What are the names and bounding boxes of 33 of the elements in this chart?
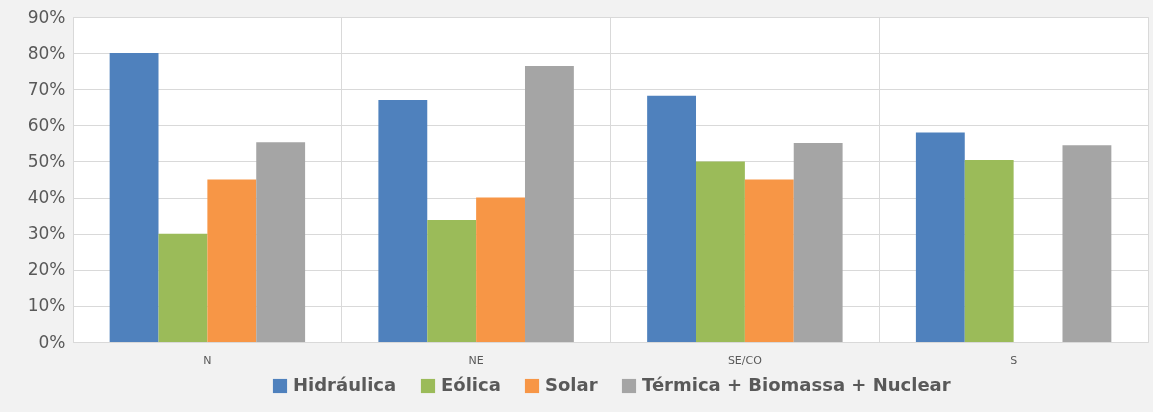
y-tick-label: 10% <box>27 295 66 316</box>
bar <box>524 66 574 342</box>
bar <box>964 160 1014 342</box>
bar <box>647 95 697 342</box>
x-tick-label: S <box>1010 353 1018 367</box>
x-tick-label: N <box>203 353 212 367</box>
bar <box>427 219 477 342</box>
y-tick-label: 50% <box>27 150 66 171</box>
bar <box>915 132 965 342</box>
bar <box>1062 145 1112 342</box>
y-tick-label: 30% <box>27 223 66 244</box>
bar <box>109 53 159 342</box>
y-tick-label: 0% <box>38 331 66 352</box>
legend-label: Hidráulica <box>293 374 397 395</box>
y-tick-label: 60% <box>27 114 66 135</box>
bar <box>378 100 428 342</box>
bar <box>158 233 208 342</box>
y-tick-label: 90% <box>27 6 66 27</box>
bar <box>744 179 794 342</box>
legend-label: Térmica + Biomassa + Nuclear <box>642 374 951 395</box>
bar <box>256 142 306 342</box>
x-tick-label: SE/CO <box>727 353 763 367</box>
y-tick-label: 70% <box>27 78 66 99</box>
bar <box>793 143 843 342</box>
bar <box>207 179 257 342</box>
legend-label: Eólica <box>441 374 501 395</box>
y-tick-label: 40% <box>27 187 66 208</box>
x-tick-label: NE <box>468 353 484 367</box>
y-tick-label: 20% <box>27 259 66 280</box>
legend-label: Solar <box>545 374 598 395</box>
bar <box>696 161 745 342</box>
bar <box>476 197 525 342</box>
y-tick-label: 80% <box>27 42 66 63</box>
